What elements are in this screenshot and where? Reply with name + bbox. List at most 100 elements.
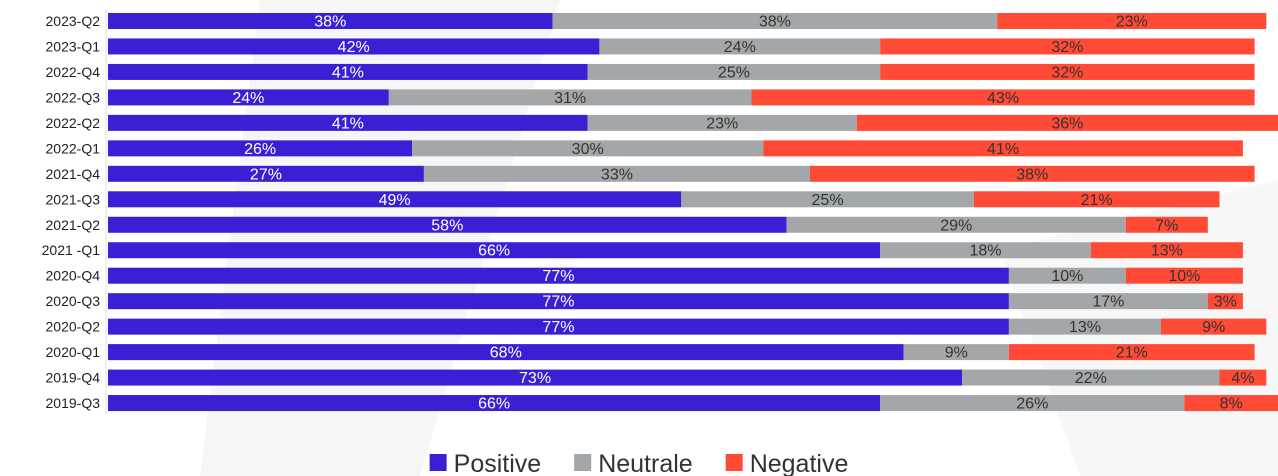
data-label: 10% xyxy=(1051,268,1083,285)
bar-segment xyxy=(108,293,1009,310)
bar-segment xyxy=(552,13,998,29)
legend-label: Negative xyxy=(750,450,849,476)
data-label: 66% xyxy=(478,243,510,260)
y-tick-label: 2022-Q1 xyxy=(46,140,101,156)
bar-segment xyxy=(108,165,424,182)
y-tick-label: 2021 -Q1 xyxy=(42,242,101,258)
data-label: 24% xyxy=(724,39,756,56)
data-label: 33% xyxy=(601,166,633,183)
data-label: 41% xyxy=(987,141,1019,158)
bar-segment xyxy=(108,369,963,386)
bar-segment xyxy=(1219,369,1267,386)
y-tick-label: 2022-Q3 xyxy=(46,89,101,105)
data-label: 24% xyxy=(232,90,264,107)
bar-segment xyxy=(962,369,1220,386)
data-label: 38% xyxy=(314,14,346,31)
data-label: 23% xyxy=(1116,14,1148,31)
bar-segment xyxy=(108,13,553,29)
bar-segment xyxy=(599,38,881,55)
bar-segment xyxy=(1008,267,1126,284)
y-tick-label: 2023-Q2 xyxy=(46,13,101,29)
data-label: 41% xyxy=(332,64,364,81)
bar-segment xyxy=(587,114,857,131)
bar-segment xyxy=(1008,344,1255,361)
bar-segment xyxy=(810,165,1255,182)
legend-label: Positive xyxy=(454,450,542,476)
y-tick-label: 2020-Q3 xyxy=(46,293,101,309)
bar-segment xyxy=(108,318,1009,335)
data-label: 32% xyxy=(1051,39,1083,56)
y-tick-label: 2022-Q2 xyxy=(46,115,101,131)
bar-segment xyxy=(880,63,1255,80)
data-label: 25% xyxy=(718,64,750,81)
bar-segment xyxy=(681,191,974,208)
bar-segment xyxy=(108,191,682,208)
bar-segment xyxy=(108,395,881,412)
y-tick-label: 2023-Q1 xyxy=(46,38,101,54)
y-tick-label: 2021-Q4 xyxy=(46,166,101,182)
data-label: 49% xyxy=(379,192,411,209)
bar-segment xyxy=(108,267,1009,284)
bar-segment xyxy=(1161,318,1267,335)
bar-segment xyxy=(997,13,1267,29)
bar-segment xyxy=(412,140,764,157)
bar-segment xyxy=(108,216,787,233)
data-label: 58% xyxy=(431,217,463,234)
bar-segment xyxy=(423,165,810,182)
bar-segment xyxy=(108,140,413,157)
legend-label: Neutrale xyxy=(598,450,693,476)
bar-segment xyxy=(1008,293,1208,310)
data-label: 43% xyxy=(987,90,1019,107)
bar-segment xyxy=(587,63,881,80)
data-label: 13% xyxy=(1069,319,1101,336)
bar-segment xyxy=(108,344,904,361)
data-label: 10% xyxy=(1168,268,1200,285)
bar-segment xyxy=(108,242,881,259)
data-label: 18% xyxy=(969,243,1001,260)
y-tick-label: 2019-Q3 xyxy=(46,395,101,411)
data-label: 41% xyxy=(332,115,364,132)
bar-segment xyxy=(903,344,1009,361)
legend-swatch xyxy=(574,454,592,471)
bar-segment xyxy=(108,63,588,80)
data-label: 29% xyxy=(940,217,972,234)
data-label: 30% xyxy=(572,141,604,158)
bar-segment xyxy=(880,395,1185,412)
y-tick-label: 2021-Q2 xyxy=(46,217,101,233)
data-label: 32% xyxy=(1051,64,1083,81)
data-label: 9% xyxy=(945,345,968,362)
data-label: 26% xyxy=(1016,396,1048,413)
legend-swatch xyxy=(429,454,447,471)
bar-segment xyxy=(1207,293,1243,310)
legend-swatch xyxy=(725,454,743,471)
y-tick-label: 2021-Q3 xyxy=(46,191,101,207)
bar-segment xyxy=(880,38,1255,55)
bar-segment xyxy=(108,89,389,106)
data-label: 22% xyxy=(1075,370,1107,387)
data-label: 27% xyxy=(250,166,282,183)
data-label: 26% xyxy=(244,141,276,158)
data-label: 38% xyxy=(1016,166,1048,183)
bar-segment xyxy=(763,140,1243,157)
data-label: 42% xyxy=(338,39,370,56)
data-label: 9% xyxy=(1202,319,1225,336)
y-tick-label: 2020-Q4 xyxy=(46,268,101,284)
data-label: 68% xyxy=(490,345,522,362)
data-label: 38% xyxy=(759,14,791,31)
bar-segment xyxy=(1008,318,1161,335)
bar-segment xyxy=(108,38,600,55)
bar-segment xyxy=(786,216,1126,233)
data-label: 4% xyxy=(1231,370,1254,387)
data-label: 21% xyxy=(1116,345,1148,362)
data-label: 23% xyxy=(706,115,738,132)
data-label: 8% xyxy=(1220,396,1243,413)
data-label: 66% xyxy=(478,396,510,413)
y-tick-label: 2019-Q4 xyxy=(46,370,101,386)
data-label: 25% xyxy=(812,192,844,209)
bar-segment xyxy=(388,89,752,106)
y-tick-label: 2020-Q2 xyxy=(46,319,101,335)
y-tick-label: 2022-Q4 xyxy=(46,64,101,80)
bar-segment xyxy=(1125,267,1243,284)
bar-segment xyxy=(973,191,1220,208)
